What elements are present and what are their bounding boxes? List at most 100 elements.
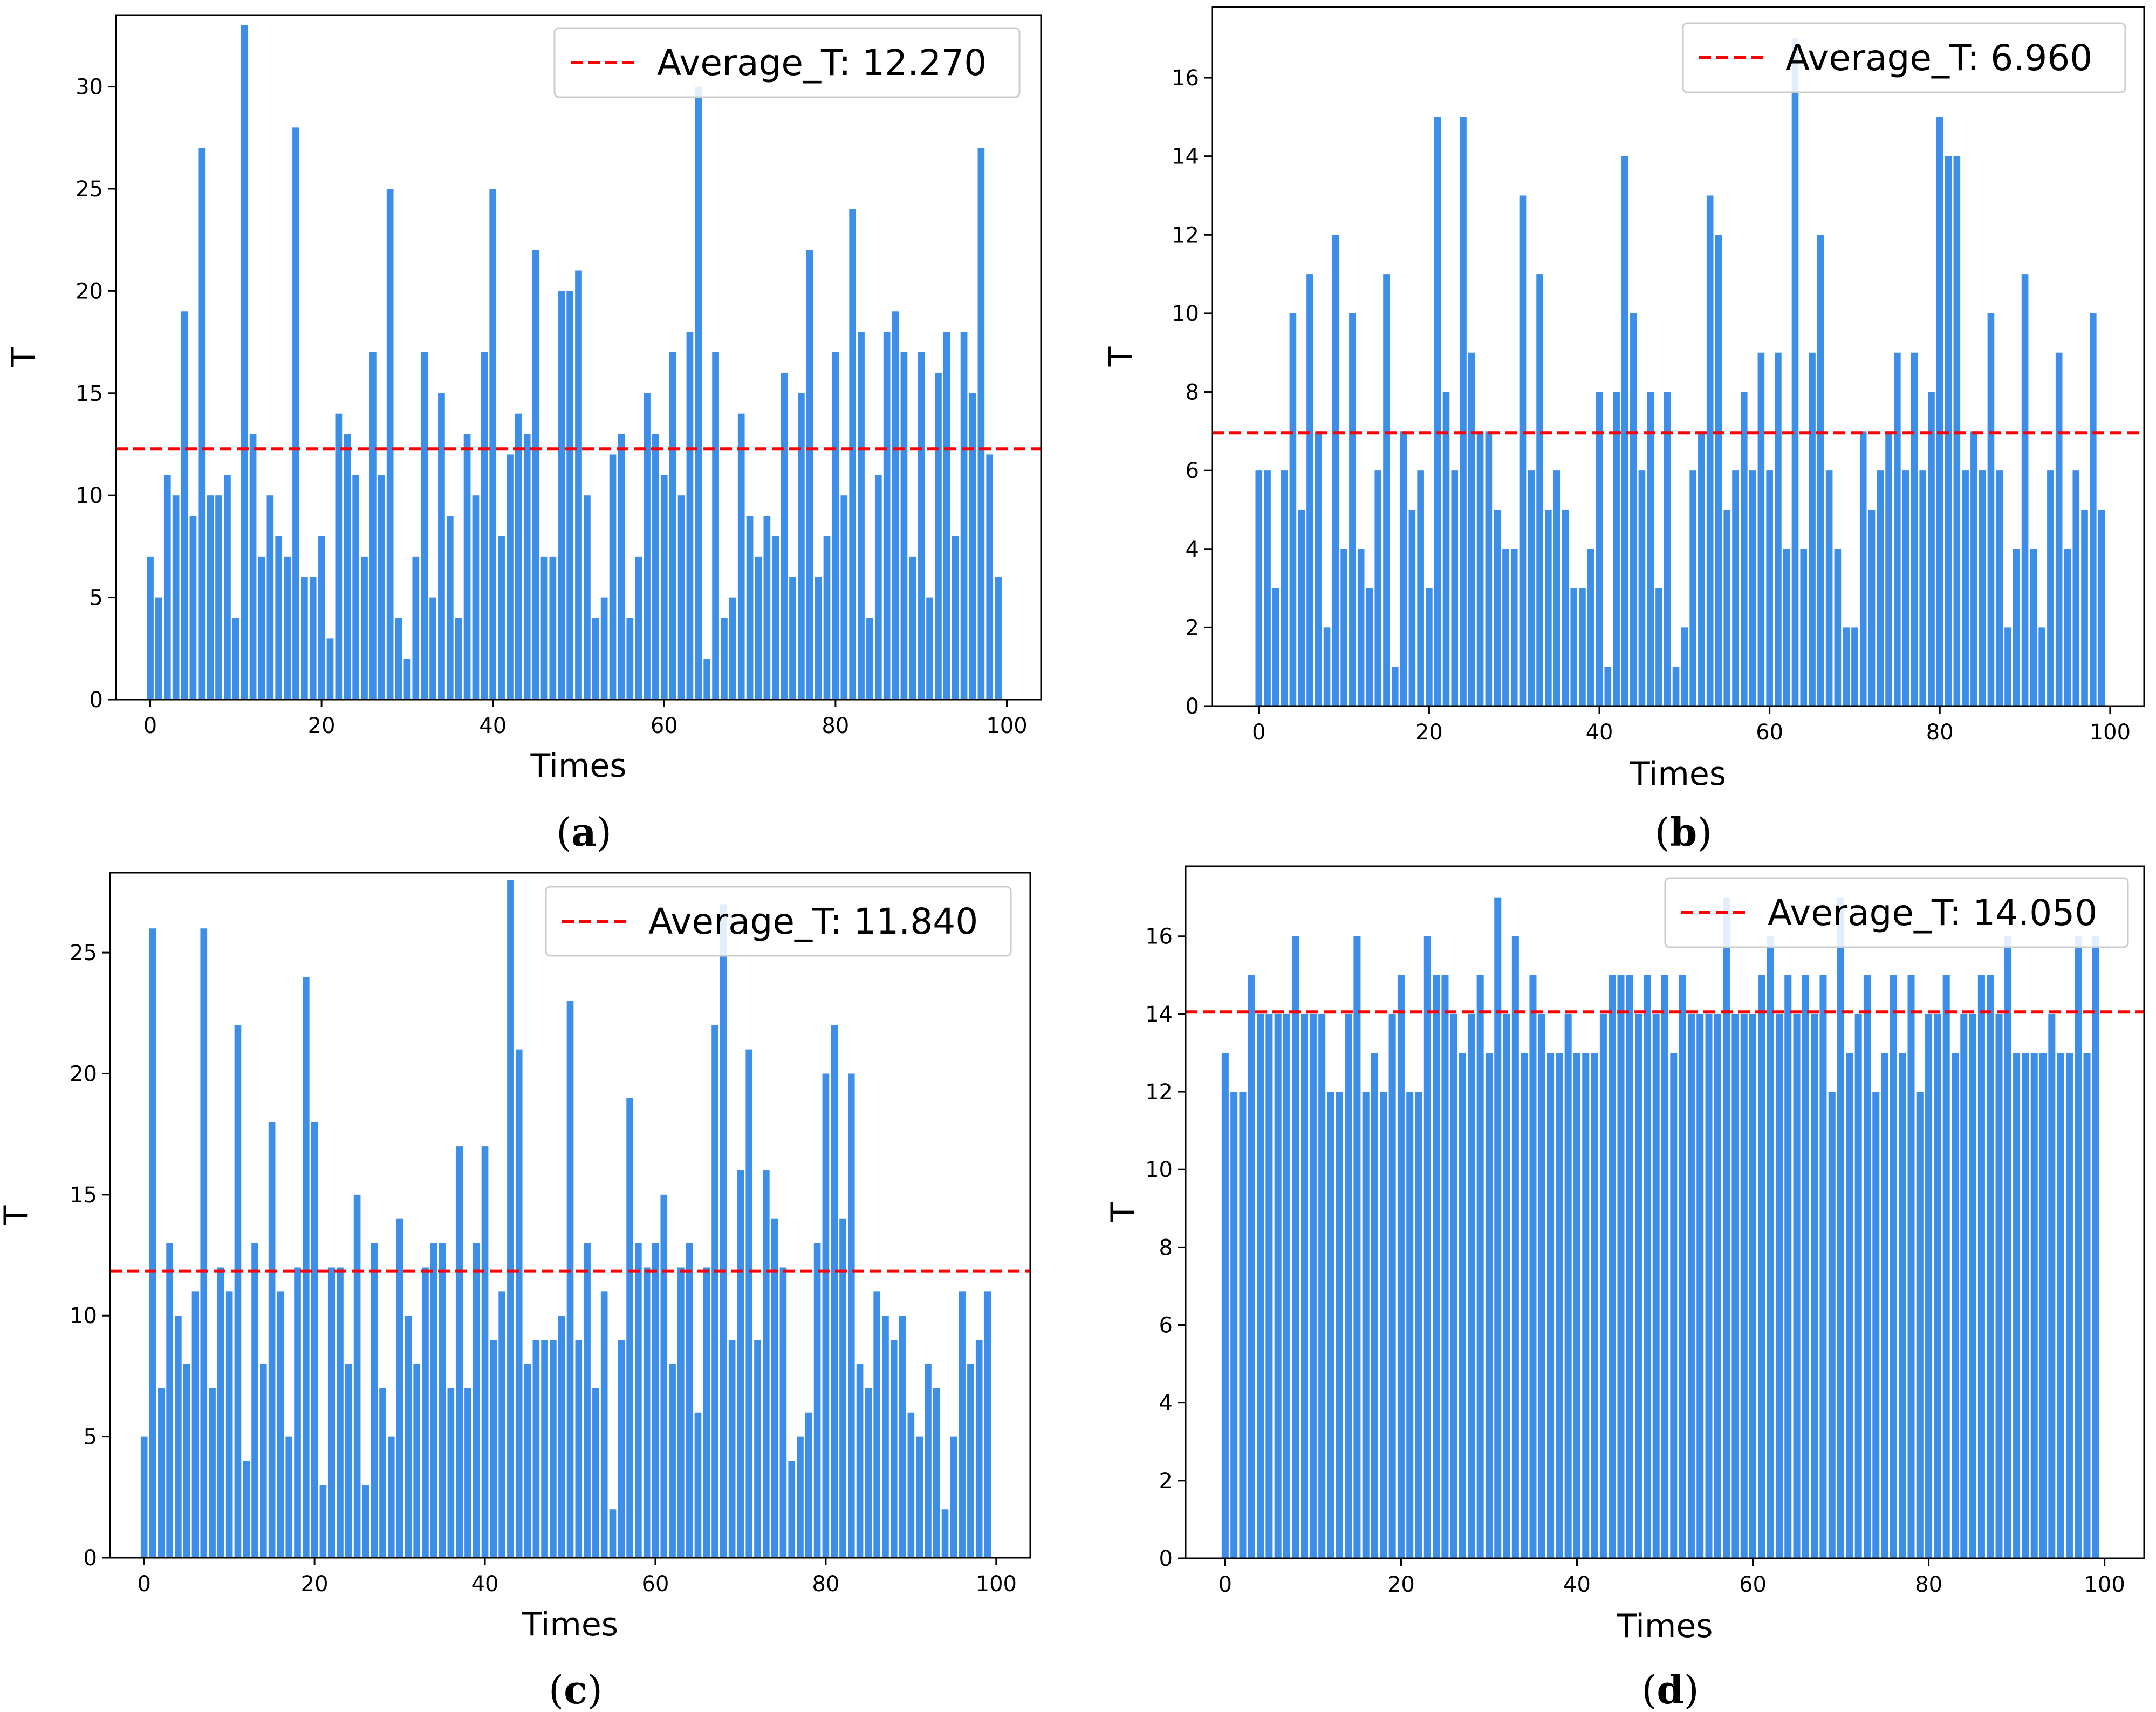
bar bbox=[234, 1025, 242, 1558]
bar bbox=[566, 291, 573, 700]
bar bbox=[1834, 549, 1842, 706]
bar bbox=[163, 475, 171, 700]
bar bbox=[1715, 235, 1722, 706]
bar bbox=[260, 1364, 267, 1558]
y-tick-label: 5 bbox=[90, 586, 103, 611]
bar bbox=[2057, 1052, 2064, 1558]
bar bbox=[1400, 431, 1407, 706]
bar bbox=[455, 618, 462, 700]
plot-frame bbox=[115, 14, 1042, 701]
bar bbox=[200, 928, 208, 1558]
bar bbox=[362, 1485, 369, 1558]
bar bbox=[1936, 117, 1943, 706]
bar bbox=[209, 1388, 216, 1558]
bar bbox=[1626, 975, 1633, 1558]
panel-b: 0 20 40 60 80 100 0 2 4 6 8 10 12 14 16 Times T Average_T… bbox=[1102, 6, 2145, 855]
bar bbox=[626, 618, 634, 700]
bar bbox=[155, 597, 162, 700]
bar bbox=[1775, 352, 1782, 706]
x-tick-label: 20 bbox=[301, 1572, 328, 1597]
x-tick-label: 80 bbox=[812, 1572, 839, 1597]
bar bbox=[1714, 1013, 1721, 1558]
bar bbox=[2038, 627, 2045, 706]
panel-caption: (b) bbox=[1655, 809, 1713, 855]
bar bbox=[737, 413, 745, 700]
x-tick-label: 100 bbox=[2090, 720, 2131, 745]
bar bbox=[472, 495, 480, 700]
bar bbox=[986, 454, 994, 700]
x-tick-label: 80 bbox=[822, 714, 849, 738]
x-tick-label: 40 bbox=[1563, 1572, 1591, 1597]
bar bbox=[1298, 509, 1305, 706]
bar bbox=[2065, 1052, 2073, 1558]
bar bbox=[1562, 509, 1569, 706]
x-tick-label: 60 bbox=[1739, 1572, 1767, 1597]
bar bbox=[1740, 392, 1748, 706]
bar bbox=[140, 1436, 148, 1558]
bar bbox=[1289, 313, 1297, 706]
bar bbox=[1248, 975, 1255, 1558]
y-tick-label: 10 bbox=[70, 1304, 97, 1328]
bar bbox=[1872, 1092, 1880, 1558]
bar bbox=[1476, 975, 1484, 1558]
bar bbox=[1996, 470, 2003, 706]
caption-letter: d bbox=[1657, 1667, 1683, 1712]
bar bbox=[1349, 313, 1356, 706]
bar bbox=[1345, 1013, 1352, 1558]
bar bbox=[378, 475, 385, 700]
bar bbox=[2092, 936, 2099, 1558]
bar bbox=[1740, 1013, 1748, 1558]
bar bbox=[1272, 588, 1279, 706]
bar bbox=[677, 495, 685, 700]
bar bbox=[473, 1243, 480, 1558]
bar bbox=[1309, 1013, 1317, 1558]
bar bbox=[181, 311, 188, 700]
bar bbox=[840, 495, 848, 700]
x-axis-title: Times bbox=[522, 1606, 618, 1643]
bar bbox=[1564, 1013, 1572, 1558]
bar bbox=[447, 1388, 455, 1558]
bar bbox=[1775, 1013, 1783, 1558]
bar bbox=[918, 352, 925, 700]
bar bbox=[695, 86, 702, 700]
bar bbox=[1274, 1013, 1282, 1558]
bar bbox=[1511, 936, 1519, 1558]
bar bbox=[669, 1364, 676, 1558]
bar bbox=[344, 434, 351, 700]
bar bbox=[772, 536, 779, 700]
bar bbox=[1547, 1052, 1555, 1558]
bar bbox=[746, 516, 754, 700]
bar bbox=[635, 556, 642, 700]
x-tick-label: 80 bbox=[1926, 720, 1954, 745]
plot-frame bbox=[1185, 865, 2145, 1559]
bar bbox=[959, 1291, 966, 1558]
bar bbox=[849, 209, 856, 700]
bar bbox=[969, 393, 976, 700]
bar bbox=[507, 880, 514, 1558]
bar bbox=[892, 311, 899, 700]
bar bbox=[1406, 1092, 1414, 1558]
panel-caption: (c) bbox=[549, 1667, 603, 1712]
bar bbox=[1928, 392, 1935, 706]
bar bbox=[1723, 509, 1731, 706]
bar bbox=[403, 659, 411, 700]
bar bbox=[1916, 1092, 1924, 1558]
bar bbox=[755, 556, 762, 700]
bar bbox=[1828, 1092, 1836, 1558]
bar bbox=[1426, 588, 1433, 706]
bar bbox=[1661, 975, 1669, 1558]
y-tick-label: 14 bbox=[1172, 145, 1199, 169]
bar bbox=[1630, 313, 1637, 706]
bar bbox=[2022, 1052, 2029, 1558]
bar bbox=[1800, 549, 1808, 706]
y-tick-label: 25 bbox=[76, 177, 103, 202]
bar bbox=[172, 495, 180, 700]
bar bbox=[311, 1122, 318, 1558]
x-tick-label: 100 bbox=[986, 714, 1027, 738]
bar bbox=[1802, 975, 1809, 1558]
y-axis-title: T bbox=[5, 347, 43, 368]
bar bbox=[652, 434, 659, 700]
bar bbox=[1423, 936, 1431, 1558]
legend-box bbox=[553, 27, 1021, 98]
